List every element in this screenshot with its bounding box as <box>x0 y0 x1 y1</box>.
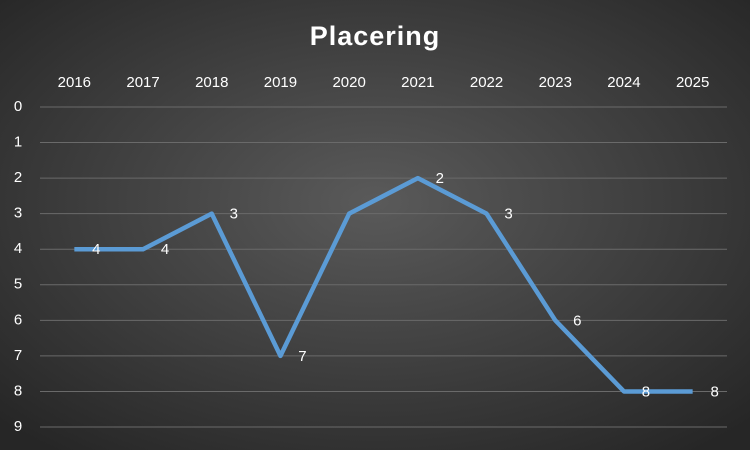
x-tick-label: 2017 <box>126 74 159 91</box>
x-tick-label: 2025 <box>676 74 709 91</box>
y-tick-label: 1 <box>14 134 22 151</box>
data-label: 7 <box>298 348 306 365</box>
data-label: 8 <box>642 383 650 400</box>
x-tick-label: 2024 <box>607 74 640 91</box>
data-label: 3 <box>230 206 238 223</box>
y-tick-label: 2 <box>14 169 22 186</box>
data-label: 8 <box>710 383 718 400</box>
x-tick-label: 2018 <box>195 74 228 91</box>
y-tick-label: 3 <box>14 205 22 222</box>
x-tick-label: 2020 <box>332 74 365 91</box>
x-tick-label: 2021 <box>401 74 434 91</box>
data-label: 3 <box>504 206 512 223</box>
x-tick-label: 2016 <box>58 74 91 91</box>
y-tick-label: 8 <box>14 382 22 399</box>
data-label: 4 <box>161 241 169 258</box>
x-tick-label: 2022 <box>470 74 503 91</box>
data-label: 6 <box>573 312 581 329</box>
x-tick-label: 2023 <box>539 74 572 91</box>
data-label: 4 <box>92 241 100 258</box>
y-tick-label: 4 <box>14 240 22 257</box>
y-tick-label: 5 <box>14 276 22 293</box>
x-tick-label: 2019 <box>264 74 297 91</box>
data-line <box>74 175 693 394</box>
data-label: 2 <box>436 170 444 187</box>
y-tick-label: 9 <box>14 418 22 435</box>
y-tick-label: 7 <box>14 347 22 364</box>
chart-title: Placering <box>310 21 441 51</box>
y-tick-label: 0 <box>14 98 22 115</box>
y-tick-label: 6 <box>14 311 22 328</box>
